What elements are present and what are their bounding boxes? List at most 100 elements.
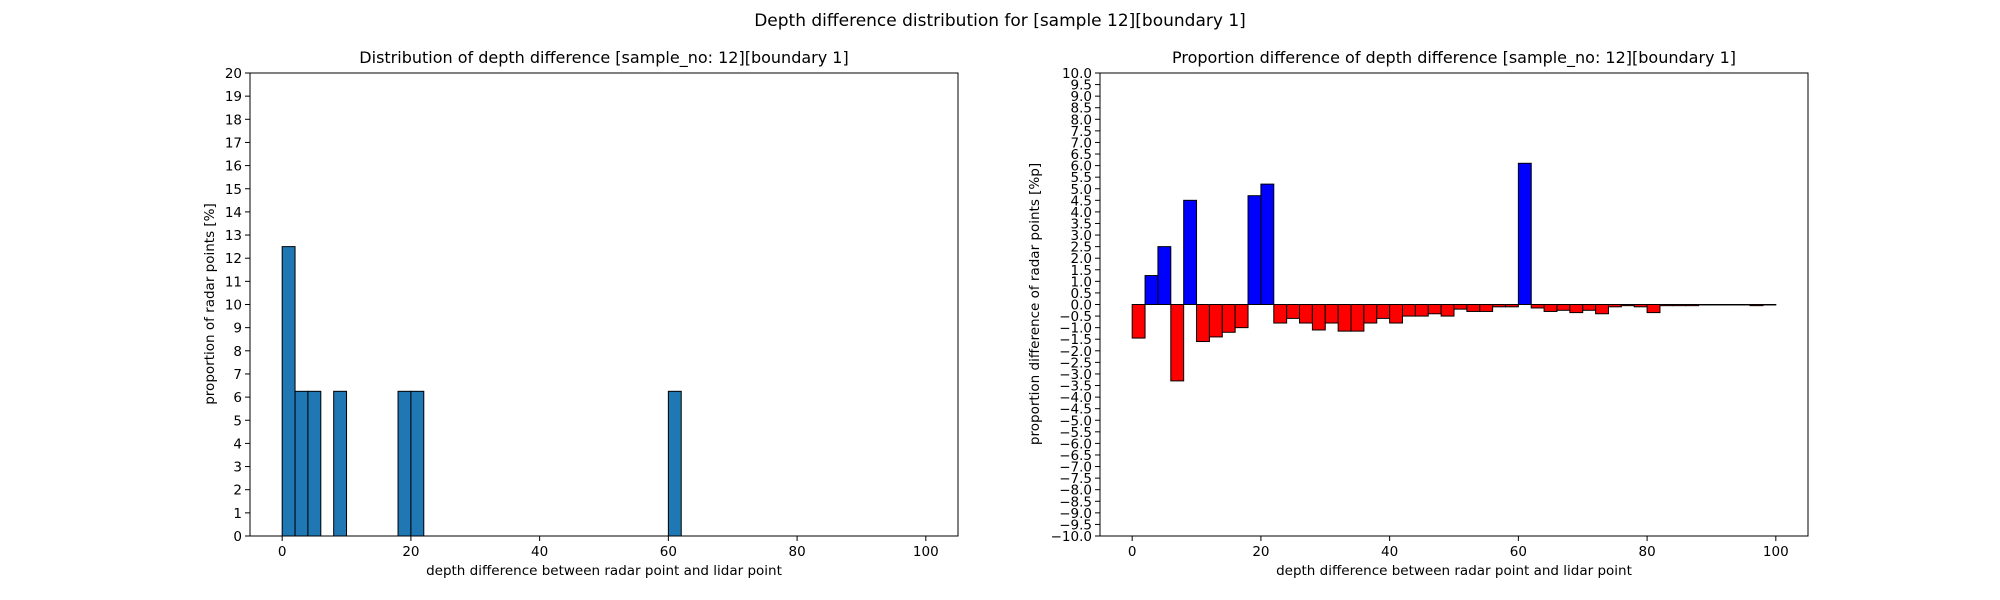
right-chart-bar: [1389, 304, 1404, 324]
right-chart-ytick-label: −2.5: [1059, 355, 1092, 371]
right-chart-ytick-label: 2.5: [1071, 240, 1092, 256]
right-chart-ytick-label: −3.0: [1059, 367, 1092, 383]
right-chart-ytick-label: −3.5: [1059, 379, 1092, 395]
left-chart-ytick-label: 0: [233, 529, 242, 545]
right-chart-ytick-label: 1.0: [1071, 274, 1092, 290]
right-chart-bar: [1595, 304, 1609, 315]
left-chart-bar: [397, 390, 412, 537]
right-chart-bar: [1208, 304, 1223, 338]
left-chart-ytick-label: 17: [225, 135, 242, 151]
right-chart-ytick-label: −5.0: [1059, 413, 1092, 429]
left-chart-bar: [667, 390, 682, 537]
left-chart-bar: [281, 246, 296, 537]
right-chart-ytick-label: 10.0: [1062, 66, 1092, 82]
right-chart-ytick-label: 7.5: [1071, 124, 1092, 140]
right-chart-xtick-label: 60: [1510, 544, 1527, 560]
right-chart-bar: [1427, 304, 1442, 315]
right-chart-ytick-label: 3.0: [1071, 228, 1092, 244]
left-chart-ytick-label: 2: [233, 483, 242, 499]
left-chart-bars: [281, 246, 682, 537]
right-chart-xtick-label: 100: [1763, 544, 1789, 560]
right-chart-bar: [1273, 304, 1288, 324]
left-chart-ytick-label: 1: [233, 506, 242, 522]
left-chart-ytick-label: 6: [233, 390, 242, 406]
right-chart-bar: [1376, 304, 1391, 319]
right-chart-bar: [1517, 162, 1532, 305]
left-chart-ytick-label: 8: [233, 344, 242, 360]
right-chart-ytick-label: 4.5: [1071, 193, 1092, 209]
right-chart-bar: [1402, 304, 1416, 317]
right-chart-bar: [1569, 304, 1584, 314]
right-chart-ytick-label: −0.5: [1059, 309, 1092, 325]
right-chart-ticks: 0 20 40 60 80 100 −10.0−9.5−9.0−8.5−8.0−7.5−7.…: [1051, 66, 1789, 560]
right-chart-title: Proportion difference of depth differenc…: [1172, 48, 1736, 68]
right-chart-bar: [1299, 304, 1313, 324]
right-chart-ytick-label: 4.0: [1071, 205, 1092, 221]
left-chart-xlabel: depth difference between radar point and…: [426, 563, 782, 579]
right-chart-bar: [1685, 304, 1700, 307]
left-chart-ticks: 0 20 40 60 80 1000123456789101112131415161718…: [225, 66, 939, 560]
right-chart-bars: [1131, 162, 1777, 382]
left-chart-xtick-label: 60: [660, 544, 677, 560]
right-chart-bar: [1247, 195, 1262, 306]
left-chart-ytick-label: 11: [225, 274, 242, 290]
right-chart-bar: [1453, 304, 1468, 310]
right-chart-bar: [1183, 199, 1198, 305]
right-chart-bar: [1286, 304, 1301, 319]
right-chart-ytick-label: −1.0: [1059, 321, 1092, 337]
right-chart-ytick-label: 9.0: [1071, 89, 1092, 105]
right-chart-bar: [1131, 304, 1146, 339]
right-chart-frame: [1099, 72, 1809, 537]
right-chart-bar: [1350, 304, 1365, 332]
right-chart-ytick-label: 0.5: [1071, 286, 1092, 302]
left-chart-ylabel: proportion of radar points [%]: [202, 203, 218, 405]
left-chart-ytick-label: 7: [233, 367, 242, 383]
right-chart-bar: [1646, 304, 1661, 314]
right-chart-ytick-label: 0.0: [1071, 298, 1092, 314]
left-chart-ytick-label: 4: [233, 436, 242, 452]
left-chart-ytick-label: 3: [233, 460, 242, 476]
right-chart-bar: [1324, 304, 1339, 324]
right-chart-bar: [1607, 304, 1622, 308]
right-chart-bar: [1504, 304, 1519, 308]
right-chart-bar: [1337, 304, 1352, 332]
left-chart-bar: [307, 390, 322, 537]
left-chart-xtick-label: 0: [278, 544, 287, 560]
right-chart-ytick-label: 7.0: [1071, 135, 1092, 151]
right-chart-ytick-label: −4.5: [1059, 402, 1092, 418]
right-chart-bar: [1170, 304, 1185, 382]
right-chart-bar: [1414, 304, 1429, 317]
left-chart-bar: [410, 390, 425, 537]
right-chart-ytick-label: 9.5: [1071, 78, 1092, 94]
left-chart: Distribution of depth difference [sample…: [202, 48, 959, 579]
left-chart-bar: [294, 390, 309, 537]
right-chart-bar: [1479, 304, 1494, 312]
right-chart-ytick-label: 8.5: [1071, 101, 1092, 117]
right-chart-bar: [1466, 304, 1481, 312]
right-chart-xlabel: depth difference between radar point and…: [1276, 563, 1632, 579]
right-chart-ytick-label: −7.5: [1059, 471, 1092, 487]
right-chart-ytick-label: −6.5: [1059, 448, 1092, 464]
right-chart-ytick-label: 1.5: [1071, 263, 1092, 279]
left-chart-xtick-label: 20: [402, 544, 419, 560]
right-chart-xtick-label: 80: [1638, 544, 1655, 560]
right-chart-ytick-label: −8.0: [1059, 483, 1092, 499]
left-chart-xtick-label: 80: [788, 544, 805, 560]
left-chart-title: Distribution of depth difference [sample…: [359, 48, 848, 68]
right-chart-ytick-label: −5.5: [1059, 425, 1092, 441]
right-chart-xtick-label: 40: [1381, 544, 1398, 560]
right-chart-xtick-label: 20: [1252, 544, 1269, 560]
left-chart-bar: [333, 390, 348, 537]
left-chart-ytick-label: 18: [225, 112, 242, 128]
left-chart-ytick-label: 5: [233, 413, 242, 429]
right-chart-bar: [1492, 304, 1506, 308]
right-chart-bar: [1556, 304, 1571, 311]
left-chart-ytick-label: 13: [225, 228, 242, 244]
right-chart-bar: [1543, 304, 1558, 312]
left-chart-ytick-label: 12: [225, 251, 242, 267]
right-chart-ytick-label: 6.5: [1071, 147, 1092, 163]
figure-suptitle: Depth difference distribution for [sampl…: [754, 11, 1246, 31]
right-chart-ytick-label: 2.0: [1071, 251, 1092, 267]
right-chart-ytick-label: 5.5: [1071, 170, 1092, 186]
right-chart-ytick-label: −1.5: [1059, 332, 1092, 348]
